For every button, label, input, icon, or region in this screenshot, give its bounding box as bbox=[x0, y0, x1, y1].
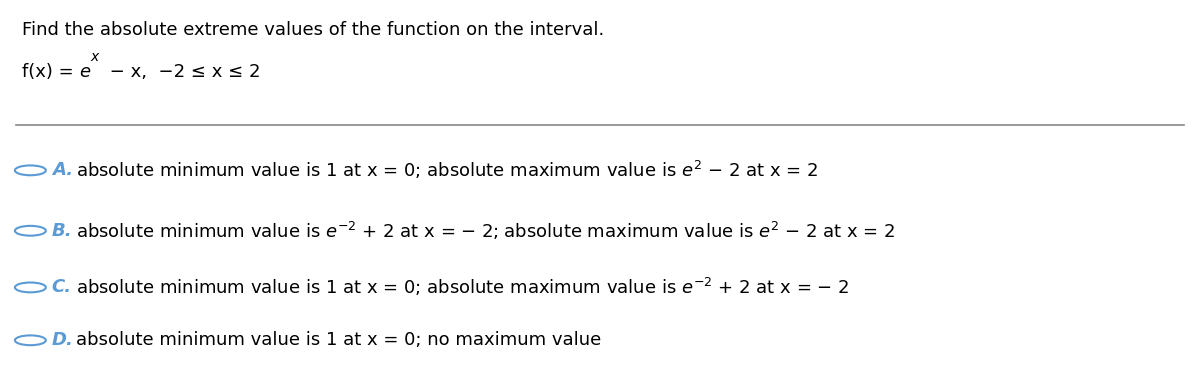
Text: f(x) =: f(x) = bbox=[22, 63, 79, 81]
Text: D.: D. bbox=[52, 331, 73, 349]
Text: absolute minimum value is 1 at x = 0; absolute maximum value is $e^{-2}$ + 2 at : absolute minimum value is 1 at x = 0; ab… bbox=[76, 276, 850, 298]
Text: $e$: $e$ bbox=[79, 63, 91, 81]
Text: absolute minimum value is 1 at x = 0; no maximum value: absolute minimum value is 1 at x = 0; no… bbox=[76, 331, 601, 349]
Text: − x,  −2 ≤ x ≤ 2: − x, −2 ≤ x ≤ 2 bbox=[104, 63, 260, 81]
Text: C.: C. bbox=[52, 278, 72, 296]
Text: B.: B. bbox=[52, 222, 72, 240]
Text: absolute minimum value is 1 at x = 0; absolute maximum value is $e^{2}$ − 2 at x: absolute minimum value is 1 at x = 0; ab… bbox=[76, 159, 817, 181]
Text: $x$: $x$ bbox=[90, 50, 101, 64]
Text: Find the absolute extreme values of the function on the interval.: Find the absolute extreme values of the … bbox=[22, 21, 605, 39]
Text: A.: A. bbox=[52, 161, 73, 179]
Text: absolute minimum value is $e^{-2}$ + 2 at x = − 2; absolute maximum value is $e^: absolute minimum value is $e^{-2}$ + 2 a… bbox=[76, 220, 895, 242]
